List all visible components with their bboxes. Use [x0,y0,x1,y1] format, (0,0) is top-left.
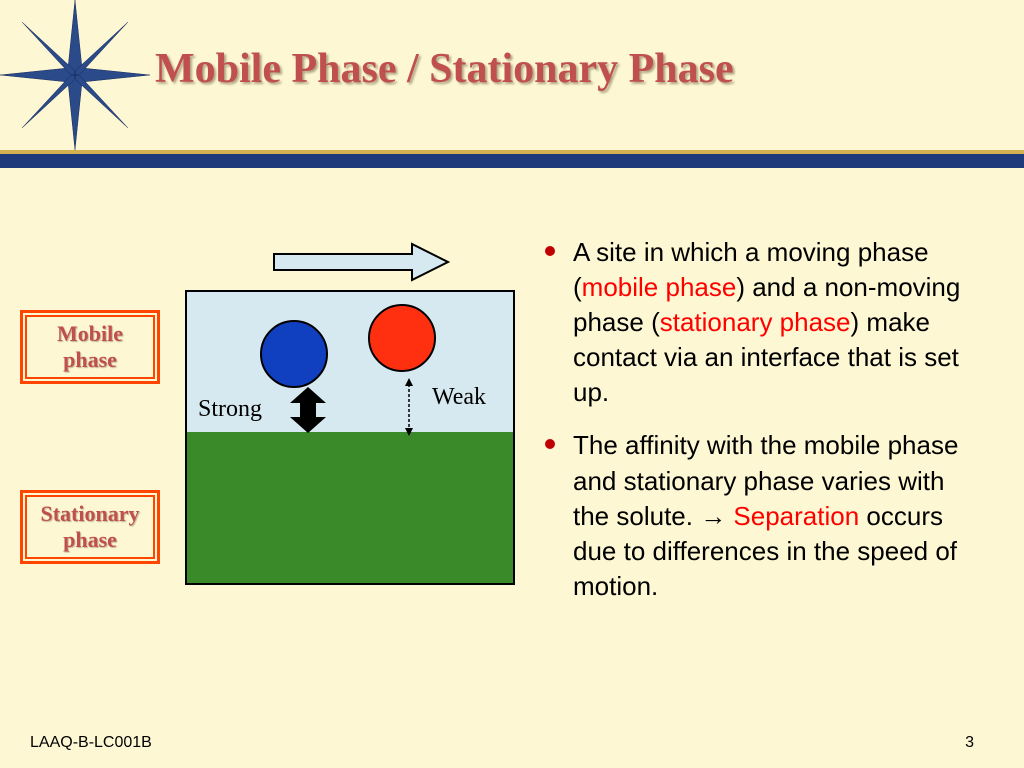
stationary-phase-region [187,432,513,583]
stationary-label-line2: phase [33,527,147,553]
bullet-list: A site in which a moving phase (mobile p… [545,235,985,622]
slide-title: Mobile Phase / Stationary Phase [155,45,734,93]
bullet-item: The affinity with the mobile phase and s… [545,428,985,603]
strong-arrow-icon [286,385,330,435]
footer-code: LAAQ-B-LC001B [30,734,152,752]
weak-arrow-icon [402,378,416,436]
bullet-dot-icon [545,439,555,449]
weak-affinity-particle [368,304,436,372]
mobile-phase-label-box: Mobile phase [20,310,160,384]
bullet-2-text: The affinity with the mobile phase and s… [573,428,985,603]
phase-diagram [185,290,515,585]
weak-label: Weak [432,384,486,411]
bullet-1-text: A site in which a moving phase (mobile p… [573,235,985,410]
strong-label: Strong [198,396,262,423]
flow-arrow-icon [272,240,452,284]
mobile-label-line1: Mobile [33,321,147,347]
divider-bar [0,150,1024,168]
mobile-label-line2: phase [33,347,147,373]
strong-affinity-particle [260,320,328,388]
bullet-item: A site in which a moving phase (mobile p… [545,235,985,410]
page-number: 3 [965,734,974,752]
star-icon [0,0,150,150]
stationary-phase-label-box: Stationary phase [20,490,160,564]
stationary-label-line1: Stationary [33,501,147,527]
bullet-dot-icon [545,246,555,256]
